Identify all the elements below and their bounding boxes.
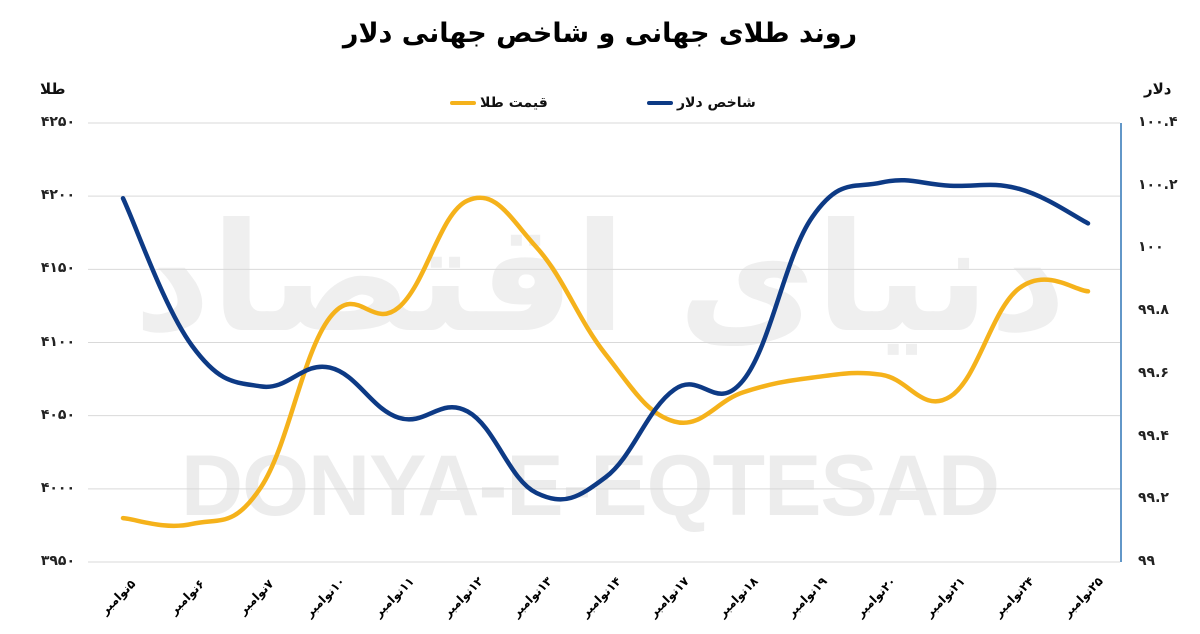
chart-title: روند طلای جهانی و شاخص جهانی دلار — [342, 18, 858, 49]
left-axis-tick: ۴۱۰۰ — [40, 333, 75, 350]
left-axis-tick: ۴۲۰۰ — [40, 187, 75, 204]
left-axis-tick: ۳۹۵۰ — [40, 553, 75, 569]
legend-item-gold: قیمت طلا — [450, 95, 548, 111]
left-axis-title: طلا — [40, 80, 66, 98]
right-axis-tick: ۹۹ — [1138, 553, 1156, 569]
right-axis-tick: ۱۰۰.۲ — [1138, 176, 1178, 193]
right-axis-tick: ۹۹.۶ — [1138, 364, 1169, 381]
legend-label-gold: قیمت طلا — [480, 95, 548, 111]
right-axis-tick: ۹۹.۴ — [1138, 427, 1169, 444]
right-axis-tick: ۱۰۰.۴ — [1138, 114, 1178, 130]
dollar-index-line — [120, 178, 1091, 502]
legend-swatch-gold — [450, 101, 476, 105]
gold-price-line — [120, 195, 1091, 529]
legend-item-dollar: شاخص دلار — [647, 95, 756, 111]
legend-label-dollar: شاخص دلار — [677, 95, 756, 111]
right-axis-tick: ۹۹.۸ — [1138, 302, 1169, 319]
watermark-persian: دنیای اقتصاد — [134, 192, 1067, 366]
right-axis-title: دلار — [1144, 80, 1172, 98]
watermark: دنیای اقتصاد DONYA-E-EQTESAD — [134, 192, 1067, 534]
left-axis-tick: ۴۲۵۰ — [40, 114, 75, 130]
right-axis-tick: ۱۰۰ — [1138, 239, 1164, 256]
left-axis-tick: ۴۱۵۰ — [40, 260, 75, 277]
left-axis-tick: ۴۰۰۰ — [40, 479, 75, 496]
legend-swatch-dollar — [647, 101, 673, 105]
left-axis-tick: ۴۰۵۰ — [40, 406, 75, 423]
right-axis-tick: ۹۹.۲ — [1138, 490, 1169, 507]
